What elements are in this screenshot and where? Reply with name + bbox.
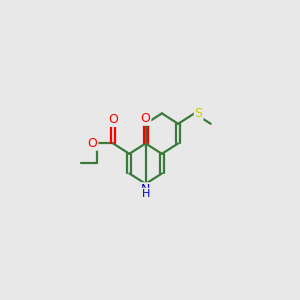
- Text: O: O: [141, 112, 151, 125]
- Text: S: S: [195, 107, 203, 120]
- Text: O: O: [88, 137, 98, 150]
- Text: H: H: [141, 188, 150, 199]
- Text: O: O: [108, 113, 118, 126]
- Text: N: N: [141, 183, 150, 196]
